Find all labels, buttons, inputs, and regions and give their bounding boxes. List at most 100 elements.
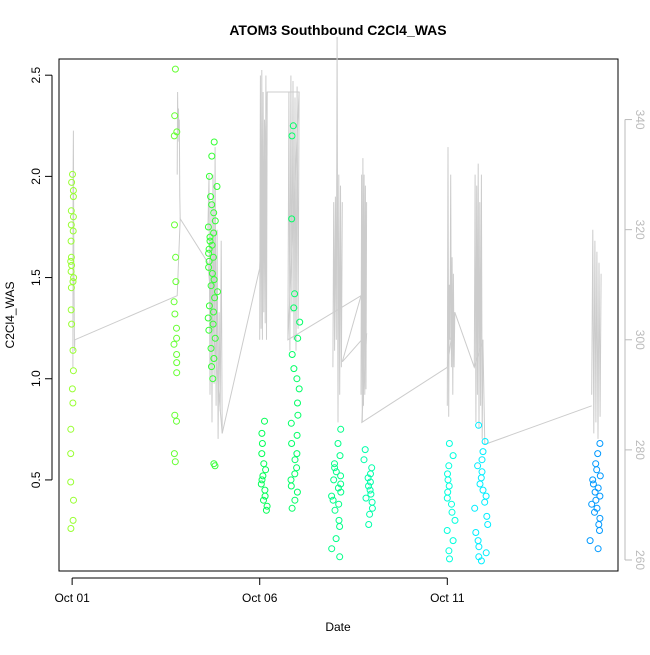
data-point [365, 482, 372, 490]
data-point [330, 476, 338, 484]
data-point [290, 365, 298, 373]
data-point [482, 549, 490, 557]
data-point [287, 419, 295, 427]
data-point [288, 132, 296, 140]
data-point [209, 253, 217, 261]
data-point [67, 525, 75, 532]
data-point [68, 178, 76, 186]
y-axis-label: C2Cl4_WAS [3, 282, 17, 349]
series-6 [328, 425, 345, 561]
data-point [208, 241, 216, 249]
data-point [477, 474, 485, 482]
data-point [204, 223, 212, 231]
data-point [329, 496, 337, 504]
data-point [171, 310, 179, 318]
data-point [295, 385, 303, 393]
data-point [258, 429, 266, 437]
data-point [210, 229, 218, 237]
data-point [448, 500, 455, 508]
data-point [173, 324, 180, 332]
data-point [328, 492, 336, 500]
series-7 [360, 446, 376, 528]
data-point [291, 290, 299, 298]
data-point [593, 466, 601, 474]
data-point [170, 340, 178, 348]
data-point [69, 399, 77, 407]
data-point [263, 502, 271, 510]
data-point [67, 306, 75, 314]
data-point [596, 527, 603, 534]
data-point [471, 504, 479, 512]
data-point [213, 183, 221, 190]
data-point [475, 553, 483, 561]
y-tick-label: 2.5 [29, 67, 43, 84]
data-point [366, 510, 374, 518]
data-point [336, 452, 344, 460]
data-point [336, 523, 344, 530]
data-point [368, 498, 376, 506]
data-point [475, 543, 483, 551]
data-point [334, 440, 342, 447]
data-point [588, 500, 596, 508]
data-point [293, 488, 301, 496]
data-point [173, 369, 181, 377]
data-point [293, 431, 301, 439]
data-point [589, 476, 597, 484]
x-tick-label: Oct 06 [242, 591, 278, 605]
data-point [262, 506, 270, 514]
data-point [290, 304, 298, 312]
data-point [211, 294, 219, 302]
data-point [205, 172, 213, 180]
data-point [68, 320, 76, 328]
data-point [67, 257, 75, 265]
data-point [173, 359, 181, 367]
data-point [594, 484, 602, 492]
data-point [362, 494, 370, 502]
data-point [208, 201, 216, 209]
data-point [69, 213, 77, 221]
data-point [475, 421, 483, 429]
data-point [210, 355, 218, 362]
data-point [449, 452, 457, 460]
data-point [214, 288, 221, 296]
data-point [173, 128, 181, 136]
data-point [445, 547, 453, 555]
data-point [367, 490, 375, 498]
data-point [67, 284, 75, 292]
data-point [205, 257, 213, 265]
data-point [258, 476, 266, 484]
data-point [69, 278, 77, 286]
data-point [258, 440, 266, 447]
data-point [446, 555, 453, 563]
series-2 [170, 65, 181, 466]
data-point [293, 464, 301, 472]
data-point [294, 399, 301, 407]
data-point [294, 334, 302, 342]
data-point [206, 237, 214, 245]
data-point [67, 425, 75, 433]
data-point [208, 270, 216, 277]
data-point [287, 476, 295, 484]
data-point [296, 318, 304, 326]
data-point [366, 478, 374, 486]
data-point [172, 253, 180, 261]
data-point [337, 425, 345, 433]
data-point [591, 488, 599, 496]
data-point [210, 460, 218, 468]
data-point [444, 488, 452, 496]
data-point [474, 462, 482, 470]
data-point [260, 496, 267, 504]
data-point [258, 450, 266, 458]
data-point [260, 460, 268, 468]
data-point [173, 351, 181, 358]
data-point [294, 411, 302, 419]
data-point [69, 367, 77, 375]
data-point [204, 314, 212, 322]
data-point [444, 476, 452, 484]
data-point [205, 326, 213, 334]
data-point [360, 456, 368, 464]
data-point [331, 460, 338, 468]
data-point [288, 440, 296, 447]
series-9 [471, 421, 492, 565]
data-point [207, 193, 215, 201]
